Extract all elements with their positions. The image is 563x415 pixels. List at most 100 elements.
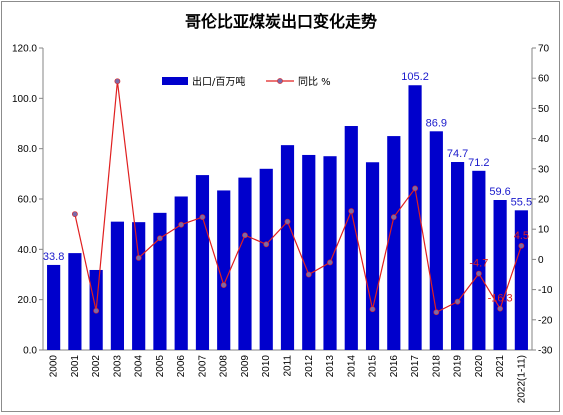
left-tick-label: 120.0: [12, 44, 37, 55]
x-tick-label: 2021: [495, 355, 506, 378]
bar: [195, 175, 210, 350]
bar: [323, 156, 337, 350]
bar-data-label: 74.7: [447, 148, 468, 160]
line-point: [178, 221, 185, 228]
bar: [344, 126, 358, 351]
legend-bar-swatch: [162, 77, 188, 85]
right-tick-label: 30: [538, 164, 550, 175]
x-tick-label: 2008: [219, 355, 230, 378]
data-labels: 33.8 105.2 86.9 74.771.2 59.655.5 -4.7 -16.3 4.…: [43, 71, 532, 304]
bar-series: [47, 85, 528, 351]
x-tick-label: 2013: [325, 355, 336, 378]
bar: [238, 177, 252, 350]
line-point: [327, 259, 333, 266]
line-point: [390, 214, 397, 221]
line-data-label: -16.3: [488, 293, 513, 305]
chart-title: 哥伦比亚煤炭出口变化走势: [185, 12, 377, 31]
line-point: [157, 235, 163, 242]
right-tick-label: -10: [538, 285, 553, 296]
x-tick-label: 2018: [431, 355, 442, 378]
bar-data-label: 33.8: [43, 251, 64, 263]
right-tick-label: 40: [538, 134, 550, 145]
line-point: [220, 282, 227, 288]
bar: [472, 170, 486, 350]
bar-data-label: 71.2: [468, 157, 489, 169]
bar-data-label: 105.2: [401, 71, 429, 83]
bar: [514, 210, 528, 350]
bar-data-label: 59.6: [489, 186, 510, 198]
line-point: [305, 271, 312, 278]
x-tick-label: 2003: [112, 355, 123, 378]
x-tick-label: 2019: [453, 355, 464, 378]
legend-line-marker: [277, 78, 283, 84]
bar: [68, 253, 82, 350]
bar: [47, 264, 61, 350]
right-tick-label: 60: [538, 74, 550, 85]
line-point: [114, 78, 121, 85]
x-tick-label: 2017: [410, 355, 421, 378]
bar: [365, 162, 380, 350]
line-path: [74, 81, 522, 314]
x-tick-label: 2015: [368, 355, 379, 378]
legend-line-label: 同比 %: [298, 76, 331, 88]
right-tick-label: 70: [538, 44, 550, 55]
line-point: [369, 306, 376, 313]
line-point: [454, 298, 461, 305]
left-tick-label: 80.0: [18, 144, 38, 155]
right-tick-label: 10: [538, 225, 550, 236]
left-tick-label: 20.0: [18, 295, 38, 306]
bar: [493, 200, 507, 350]
x-tick-label: 2011: [283, 355, 294, 377]
right-axis-ticks: -30 -20 -10 0 10 20 30 40 50 60 70: [532, 44, 553, 357]
left-tick-label: 100.0: [12, 94, 37, 105]
bar: [408, 85, 422, 350]
line-point: [284, 218, 291, 225]
bar-data-label: 55.5: [511, 196, 532, 208]
line-point: [242, 232, 248, 239]
legend: 出口/百万吨 同比 %: [162, 75, 331, 88]
line-data-label: -4.7: [469, 258, 488, 270]
right-tick-label: 50: [538, 104, 550, 115]
line-point: [348, 208, 355, 214]
right-tick-label: -20: [538, 315, 553, 326]
x-tick-label: 2002: [91, 355, 102, 378]
left-tick-label: 0.0: [23, 346, 37, 357]
x-tick-label: 2000: [49, 355, 60, 378]
line-point: [199, 214, 206, 221]
line-point: [71, 211, 78, 217]
bar: [174, 196, 188, 350]
bar: [132, 222, 146, 350]
x-tick-label: 2007: [197, 355, 208, 378]
left-axis-ticks: 0.0 20.0 40.0 60.0 80.0 100.0 120.0: [12, 44, 43, 357]
bar: [259, 168, 273, 350]
left-tick-label: 40.0: [18, 245, 38, 256]
x-tick-label: 2020: [474, 355, 485, 378]
line-point: [263, 241, 270, 248]
line-data-label: 4.5: [514, 230, 529, 242]
x-tick-label: 2009: [240, 355, 251, 378]
line-point: [135, 254, 142, 261]
bar-data-label: 86.9: [426, 117, 447, 129]
line-point: [412, 185, 418, 192]
x-tick-label: 2014: [346, 355, 357, 378]
left-tick-label: 60.0: [18, 195, 38, 206]
right-tick-label: -30: [538, 346, 553, 357]
x-tick-label: 2010: [261, 355, 272, 378]
x-tick-label: 2005: [155, 355, 166, 378]
x-tick-label: 2004: [134, 355, 145, 378]
x-tick-label: 2022(1-11): [516, 355, 527, 403]
bar: [110, 221, 125, 350]
x-tick-label: 2001: [70, 355, 81, 378]
line-series: [71, 78, 525, 316]
bar: [450, 162, 465, 350]
bar: [217, 190, 231, 350]
bar: [302, 154, 316, 350]
bar: [280, 145, 295, 350]
x-tick-label: 2006: [176, 355, 187, 378]
bar: [153, 212, 167, 350]
right-tick-label: 20: [538, 195, 550, 206]
line-point: [93, 307, 100, 314]
line-point: [475, 270, 482, 277]
x-axis-ticks: 2000 2001 2002 2003 2004 2005 2006 2007 2008 2009…: [49, 355, 528, 404]
